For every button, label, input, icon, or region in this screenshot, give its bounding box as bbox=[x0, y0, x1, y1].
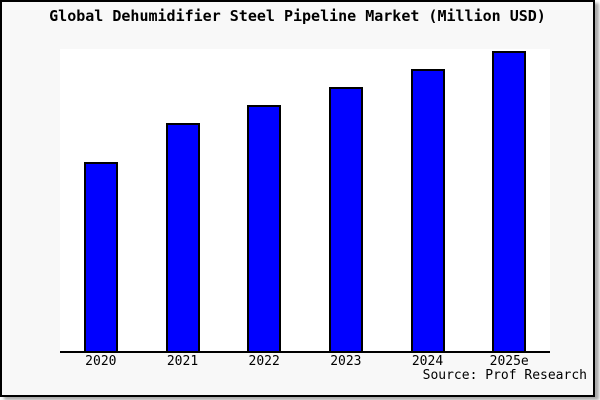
bar-band-2023 bbox=[305, 49, 387, 351]
bar-2024 bbox=[410, 68, 445, 351]
x-tick-label-2025e: 2025e bbox=[489, 354, 529, 369]
x-tick-label-2020: 2020 bbox=[85, 354, 117, 369]
x-tick-label-2021: 2021 bbox=[166, 354, 199, 369]
x-tick-label-2023: 2023 bbox=[330, 354, 362, 369]
chart-title: Global Dehumidifier Steel Pipeline Marke… bbox=[49, 7, 546, 25]
bar-2025e bbox=[492, 50, 527, 351]
bar-2023 bbox=[328, 86, 363, 351]
x-axis-labels: 2020 2021 2022 2023 2024 2025e bbox=[60, 355, 550, 369]
bar-band-2022 bbox=[223, 49, 305, 351]
bar-band-2020 bbox=[60, 49, 142, 351]
bar-band-2024 bbox=[387, 49, 469, 351]
bar-2020 bbox=[83, 161, 118, 351]
bar-2022 bbox=[247, 104, 282, 351]
source-note: Source: Prof Research bbox=[422, 368, 587, 383]
x-tick-label-2024: 2024 bbox=[411, 354, 444, 369]
x-tick-label-2022: 2022 bbox=[248, 354, 280, 369]
bar-2021 bbox=[165, 122, 200, 351]
plot-area bbox=[60, 49, 550, 353]
bar-band-2025e bbox=[468, 49, 550, 351]
bar-band-2021 bbox=[142, 49, 224, 351]
